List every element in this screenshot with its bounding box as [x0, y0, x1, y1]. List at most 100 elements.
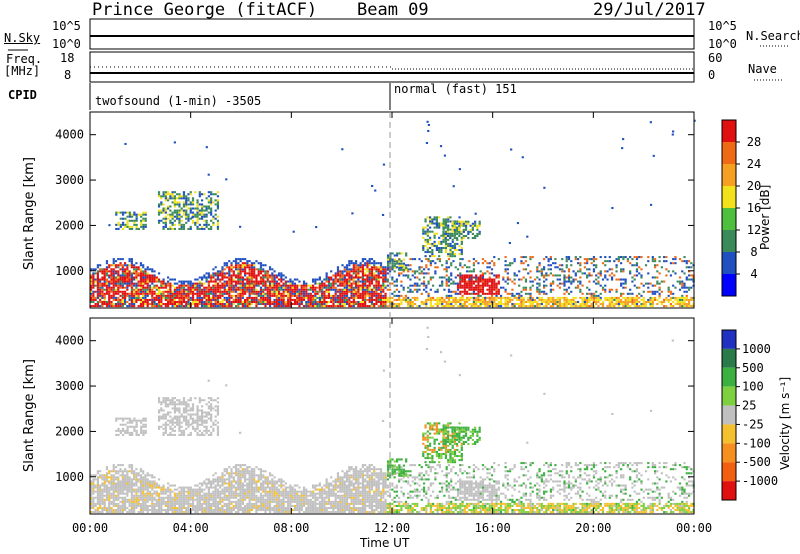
power-cell — [239, 278, 242, 281]
power-cell — [567, 278, 571, 281]
power-cell — [352, 270, 355, 273]
power-cell — [617, 305, 620, 308]
power-cell — [355, 294, 358, 297]
velocity-cell — [121, 492, 124, 495]
power-cell — [207, 288, 210, 291]
power-cell — [476, 224, 479, 227]
power-cell — [549, 288, 552, 291]
power-cell — [470, 280, 473, 283]
power-cell — [221, 294, 224, 297]
power-cell — [112, 260, 115, 263]
velocity-cell — [151, 506, 154, 510]
power-cell — [450, 262, 453, 265]
power-cell — [142, 276, 145, 279]
power-cell — [465, 292, 469, 295]
power-cell — [364, 278, 367, 281]
velocity-cell — [110, 511, 113, 514]
power-cell — [479, 305, 482, 308]
power-cell — [345, 274, 349, 277]
velocity-cell — [178, 502, 181, 505]
velocity-cell — [144, 494, 147, 497]
power-cell — [250, 274, 254, 277]
power-cell — [445, 284, 448, 287]
power-cell — [187, 288, 190, 291]
power-cell — [459, 286, 462, 289]
velocity-cell — [153, 509, 156, 512]
power-cell — [176, 288, 179, 291]
power-cell — [277, 300, 281, 304]
power-cell — [435, 216, 438, 219]
power-cell — [458, 230, 461, 233]
power-cell — [139, 305, 143, 308]
power-cell — [266, 303, 269, 306]
power-cell — [524, 305, 528, 308]
velocity-cell — [205, 478, 208, 481]
power-cell — [635, 262, 639, 265]
power-cell — [230, 286, 233, 289]
power-cell — [130, 300, 133, 304]
power-cell — [463, 284, 466, 287]
power-cell — [234, 258, 238, 261]
cpid-segment-2: normal (fast) 151 — [394, 82, 517, 96]
velocity-cell — [137, 498, 140, 501]
power-cell — [133, 300, 136, 304]
power-cell — [465, 276, 469, 279]
velocity-cell — [133, 488, 136, 491]
power-cell — [454, 298, 457, 301]
velocity-cell — [128, 464, 131, 467]
velocity-cell — [162, 486, 165, 489]
velocity-cell — [144, 506, 147, 510]
power-cell — [178, 211, 181, 214]
power-cell — [461, 258, 464, 261]
velocity-cell — [151, 511, 154, 514]
power-cell — [495, 303, 498, 306]
power-cell — [511, 305, 514, 308]
power-cell — [538, 270, 541, 273]
power-cell — [178, 303, 181, 306]
power-cell — [459, 292, 462, 295]
power-cell — [368, 276, 371, 279]
power-cell — [364, 296, 367, 299]
power-cell — [232, 298, 235, 301]
power-cell — [105, 305, 109, 308]
power-cell — [355, 272, 358, 275]
power-cell — [128, 264, 131, 267]
power-cell — [130, 260, 133, 263]
power-cell — [198, 191, 201, 194]
power-cell — [543, 258, 546, 261]
power-cell — [108, 284, 111, 287]
power-cell — [352, 290, 355, 293]
power-cell — [352, 303, 355, 306]
power-cell — [488, 286, 491, 289]
power-cell — [180, 288, 183, 291]
velocity-cell — [117, 504, 120, 507]
power-cell — [456, 298, 460, 301]
power-cell — [447, 244, 450, 247]
power-cell — [257, 262, 260, 265]
power-cell — [94, 278, 97, 281]
power-cell — [398, 290, 401, 293]
power-cell — [300, 296, 303, 299]
velocity-cell — [198, 492, 201, 495]
power-cell — [207, 298, 210, 301]
power-cell — [155, 292, 158, 295]
power-cell — [402, 288, 405, 291]
power-cell — [284, 294, 287, 297]
power-cell — [386, 268, 390, 271]
power-cell — [205, 294, 208, 297]
power-cell — [366, 260, 369, 263]
power-cell — [128, 215, 131, 218]
power-cell — [162, 225, 165, 228]
velocity-cell — [114, 472, 118, 475]
power-cell — [445, 294, 448, 297]
velocity-cell — [117, 498, 120, 501]
power-cell — [262, 282, 265, 285]
velocity-cell — [101, 500, 104, 503]
power-cell — [434, 272, 437, 275]
power-cell — [481, 282, 485, 285]
power-cell — [446, 228, 450, 231]
power-cell — [444, 226, 447, 229]
power-cell — [298, 300, 301, 304]
power-cell — [443, 154, 447, 157]
power-cell — [463, 298, 466, 301]
